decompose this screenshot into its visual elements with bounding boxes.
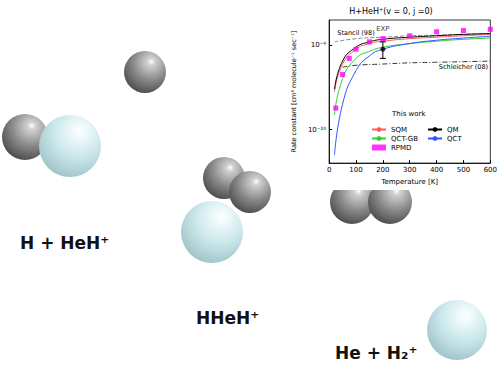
svg-text:EXP: EXP bbox=[376, 25, 389, 33]
svg-text:SQM: SQM bbox=[391, 126, 407, 134]
svg-text:Stancil (98): Stancil (98) bbox=[337, 29, 374, 37]
svg-text:300: 300 bbox=[403, 166, 416, 174]
html-text:HHeH⁺: HHeH⁺ bbox=[196, 308, 260, 328]
svg-text:Schleicher (08): Schleicher (08) bbox=[439, 63, 488, 71]
svg-text:100: 100 bbox=[349, 166, 362, 174]
svg-text:QM: QM bbox=[447, 126, 459, 134]
html-text:He + H₂⁺: He + H₂⁺ bbox=[335, 343, 418, 363]
svg-text:200: 200 bbox=[376, 166, 389, 174]
svg-text:QCT-GB: QCT-GB bbox=[391, 135, 418, 143]
svg-text:QCT: QCT bbox=[447, 135, 462, 143]
svg-text:10⁻¹⁰: 10⁻¹⁰ bbox=[308, 126, 326, 134]
html-text:H + HeH⁺: H + HeH⁺ bbox=[20, 233, 110, 253]
svg-text:Rate constant [cm³ molecule⁻¹: Rate constant [cm³ molecule⁻¹ sec⁻¹] bbox=[290, 31, 298, 153]
svg-text:RPMD: RPMD bbox=[391, 144, 412, 152]
svg-text:600: 600 bbox=[484, 166, 497, 174]
svg-text:400: 400 bbox=[430, 166, 443, 174]
svg-text:This work: This work bbox=[391, 110, 426, 118]
svg-text:10⁻⁹: 10⁻⁹ bbox=[311, 41, 327, 49]
svg-text:500: 500 bbox=[457, 166, 470, 174]
svg-text:H+HeH⁺(v = 0, j =0): H+HeH⁺(v = 0, j =0) bbox=[349, 7, 432, 16]
svg-text:0: 0 bbox=[327, 166, 331, 174]
svg-text:Temperature [K]: Temperature [K] bbox=[380, 178, 438, 186]
